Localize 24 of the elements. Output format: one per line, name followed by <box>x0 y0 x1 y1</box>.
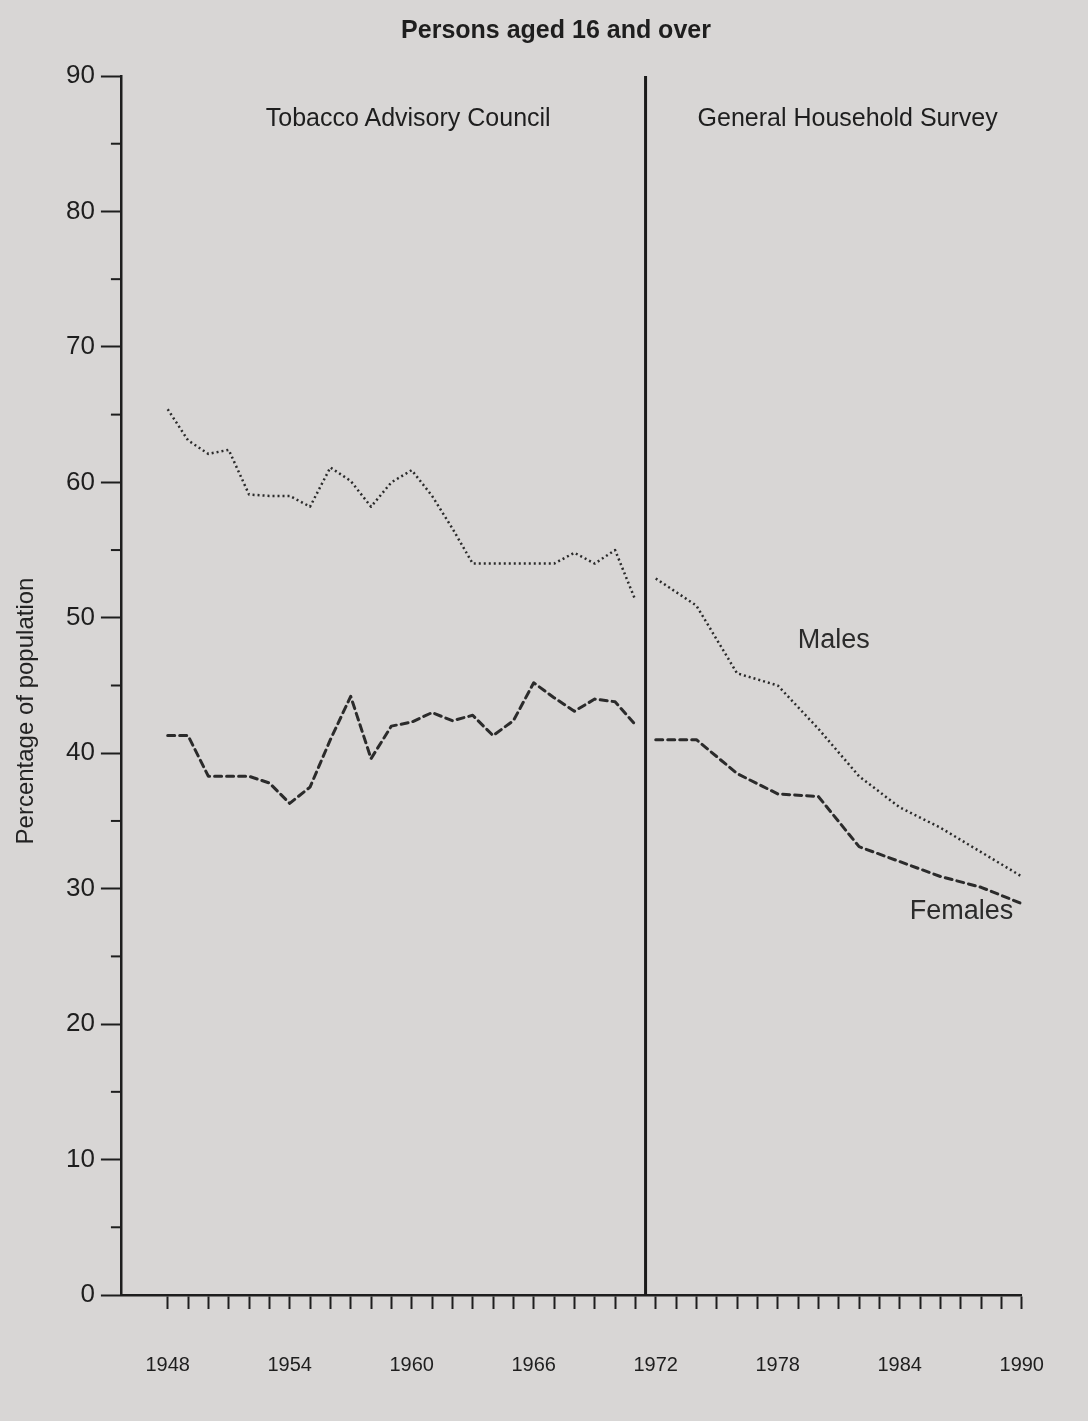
y-tick-label: 10 <box>66 1142 95 1173</box>
y-tick-label: 0 <box>80 1278 95 1309</box>
y-axis-title: Percentage of population <box>11 577 39 844</box>
annotation: Tobacco Advisory Council <box>265 102 551 131</box>
y-tick-label: 30 <box>66 871 95 902</box>
y-tick-label: 80 <box>66 194 95 225</box>
y-tick-label: 60 <box>66 465 95 496</box>
x-tick-label: 1954 <box>267 1352 312 1375</box>
x-tick-label: 1972 <box>633 1352 678 1375</box>
series-label: Males <box>797 623 870 654</box>
annotation: General Household Survey <box>697 102 999 131</box>
y-tick-label: 90 <box>66 59 95 90</box>
x-tick-label: 1984 <box>877 1352 922 1375</box>
x-tick-label: 1978 <box>755 1352 800 1375</box>
x-tick-label: 1966 <box>511 1352 556 1375</box>
series-label: Females <box>909 895 1014 926</box>
x-tick-label: 1990 <box>999 1352 1044 1375</box>
y-tick-label: 40 <box>66 736 95 767</box>
x-tick-label: 1948 <box>145 1352 190 1375</box>
y-tick-label: 20 <box>66 1007 95 1038</box>
y-tick-label: 70 <box>66 330 95 361</box>
x-tick-label: 1960 <box>389 1352 434 1375</box>
y-tick-label: 50 <box>66 600 95 631</box>
chart-title: Persons aged 16 and over <box>401 14 712 43</box>
